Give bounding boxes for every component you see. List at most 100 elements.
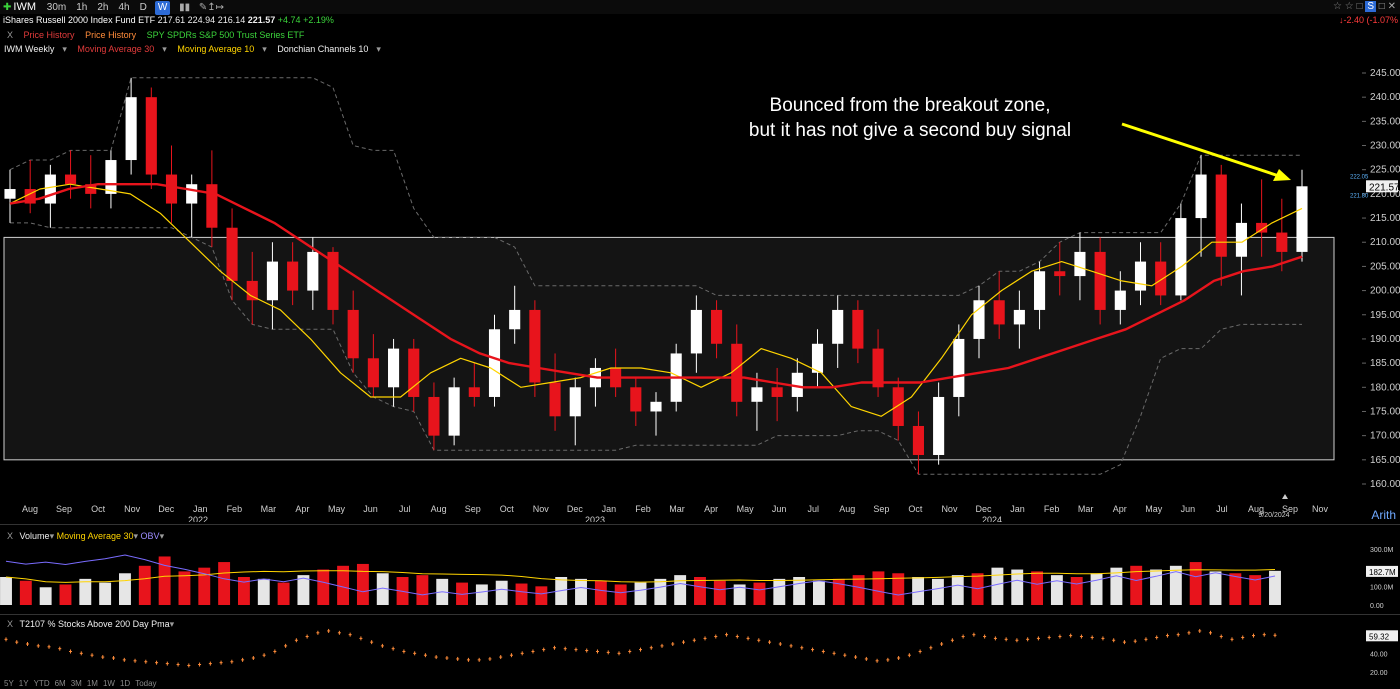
chevron-down-icon[interactable]: ▾ (133, 531, 139, 541)
range-today[interactable]: Today (135, 679, 157, 688)
candle-up (448, 387, 460, 436)
symbol-label[interactable]: IWM (13, 1, 36, 13)
range-1m[interactable]: 1M (86, 679, 98, 688)
volume-ma-label[interactable]: Moving Average 30 (56, 531, 134, 541)
donchian-lower-line (10, 222, 1302, 475)
chart-type-icon[interactable]: ▮▮ (179, 2, 191, 13)
candle-down (206, 184, 218, 228)
close-icon[interactable]: ✕ (1387, 1, 1396, 12)
range-1d[interactable]: 1D (119, 679, 131, 688)
volume-title[interactable]: Volume (19, 531, 50, 541)
overlay-price-history-2[interactable]: Price History (85, 30, 137, 40)
volume-bar (475, 584, 488, 605)
add-symbol-icon[interactable]: ✚ (3, 2, 12, 13)
study-row: IWM Weekly ▾ Moving Average 30 ▾ Moving Av… (0, 43, 1400, 55)
timeframe-2h[interactable]: 2h (97, 2, 109, 13)
price-tick-label: 215.00 (1370, 213, 1400, 224)
star-icon[interactable]: ☆ (1333, 1, 1342, 12)
volume-bar (713, 580, 726, 605)
last-date-label: 9/20/2024 (1258, 512, 1289, 519)
candle-down (993, 300, 1005, 325)
volume-bar (1229, 573, 1242, 605)
scale-mode-label[interactable]: Arith (1371, 508, 1396, 522)
candle-up (1175, 218, 1187, 296)
x-month-label: Mar (669, 504, 685, 514)
timeframe-daily[interactable]: D (139, 2, 147, 13)
volume-last-label: 182.7M (1369, 568, 1396, 577)
candle-up (1235, 222, 1247, 257)
x-month-label: Apr (295, 504, 309, 514)
chevron-down-icon[interactable]: ▾ (159, 531, 165, 541)
x-month-label: Aug (431, 504, 447, 514)
breadth-close-button[interactable]: X (7, 619, 14, 629)
chevron-down-icon[interactable]: ▾ (376, 44, 381, 54)
volume-bar (634, 582, 647, 605)
social-icon[interactable]: S (1365, 1, 1376, 12)
range-1w[interactable]: 1W (102, 679, 115, 688)
x-month-label: Jan (602, 504, 617, 514)
chevron-down-icon[interactable]: ▾ (49, 531, 55, 541)
volume-bar (832, 578, 845, 605)
timeframe-4h[interactable]: 4h (118, 2, 130, 13)
range-6m[interactable]: 6M (54, 679, 66, 688)
x-month-label: Oct (91, 504, 106, 514)
breadth-chart[interactable]: 59.32 40.00 20.00 (0, 628, 1400, 678)
x-month-label: Aug (22, 504, 38, 514)
chevron-down-icon[interactable]: ▾ (262, 44, 267, 54)
overlay-close-button[interactable]: X (7, 30, 14, 40)
study-ma30[interactable]: Moving Average 30 (77, 44, 155, 54)
volume-bar (257, 578, 270, 605)
study-ma10[interactable]: Moving Average 10 (177, 44, 255, 54)
candle-down (630, 387, 642, 412)
breadth-title[interactable]: T2107 % Stocks Above 200 Day Pma (19, 619, 170, 629)
x-month-label: Oct (908, 504, 923, 514)
bookmark-icon[interactable]: ☆ (1344, 1, 1354, 12)
study-donchian[interactable]: Donchian Channels 10 (277, 44, 369, 54)
range-3m[interactable]: 3M (70, 679, 82, 688)
volume-bar (951, 575, 964, 605)
obv-label[interactable]: OBV (140, 531, 160, 541)
candle-up (488, 329, 501, 397)
drawing-tools-icon[interactable]: ✎↥↦ (198, 2, 225, 13)
volume-bar (694, 577, 706, 605)
timeframe-1h[interactable]: 1h (76, 2, 88, 13)
volume-bar (0, 577, 12, 605)
volume-bar (594, 580, 607, 605)
x-month-label: May (1145, 504, 1163, 514)
candle-up (388, 348, 400, 388)
range-1y[interactable]: 1Y (18, 679, 29, 688)
volume-bar (753, 582, 766, 605)
volume-bar (1150, 569, 1162, 605)
volume-bar (931, 578, 944, 605)
volume-bar (1269, 570, 1281, 605)
study-main-label[interactable]: IWM Weekly (4, 44, 55, 54)
x-month-label: Dec (158, 504, 175, 514)
x-month-label: May (737, 504, 755, 514)
breadth-last-label: 59.32 (1369, 632, 1390, 641)
x-month-label: Aug (839, 504, 855, 514)
ma10-line (9, 183, 1303, 417)
price-chart[interactable]: 160.00 165.00 170.00 175.00 180.00 185.00 190.… (0, 57, 1400, 522)
volume-bar (991, 567, 1004, 605)
candle-down (529, 309, 541, 383)
volume-chart[interactable]: 300.0M 100.0M 0.00 182.7M (0, 541, 1400, 613)
candle-down (367, 358, 379, 388)
volume-bar (79, 578, 92, 605)
timeframe-weekly[interactable]: W (154, 1, 171, 15)
chevron-down-icon[interactable]: ▾ (169, 619, 175, 629)
chevron-down-icon[interactable]: ▾ (62, 44, 67, 54)
overlay-price-history-1[interactable]: Price History (23, 30, 75, 40)
lock-icon[interactable]: □ (1356, 1, 1363, 12)
candle-up (1296, 186, 1308, 252)
minimize-icon[interactable]: □ (1378, 1, 1385, 12)
volume-bar (158, 556, 171, 605)
timeframe-30m[interactable]: 30m (46, 2, 67, 13)
open-value: 217.61 (157, 15, 186, 25)
volume-close-button[interactable]: X (7, 531, 14, 541)
range-ytd[interactable]: YTD (33, 679, 50, 688)
range-5y[interactable]: 5Y (4, 679, 14, 688)
chevron-down-icon[interactable]: ▾ (162, 44, 167, 54)
annotation-text: Bounced from the breakout zone, but it h… (700, 93, 1120, 143)
overlay-spy[interactable]: SPY SPDRs S&P 500 Trust Series ETF (146, 30, 305, 40)
annotation-line-2: but it has not give a second buy signal (748, 120, 1072, 141)
